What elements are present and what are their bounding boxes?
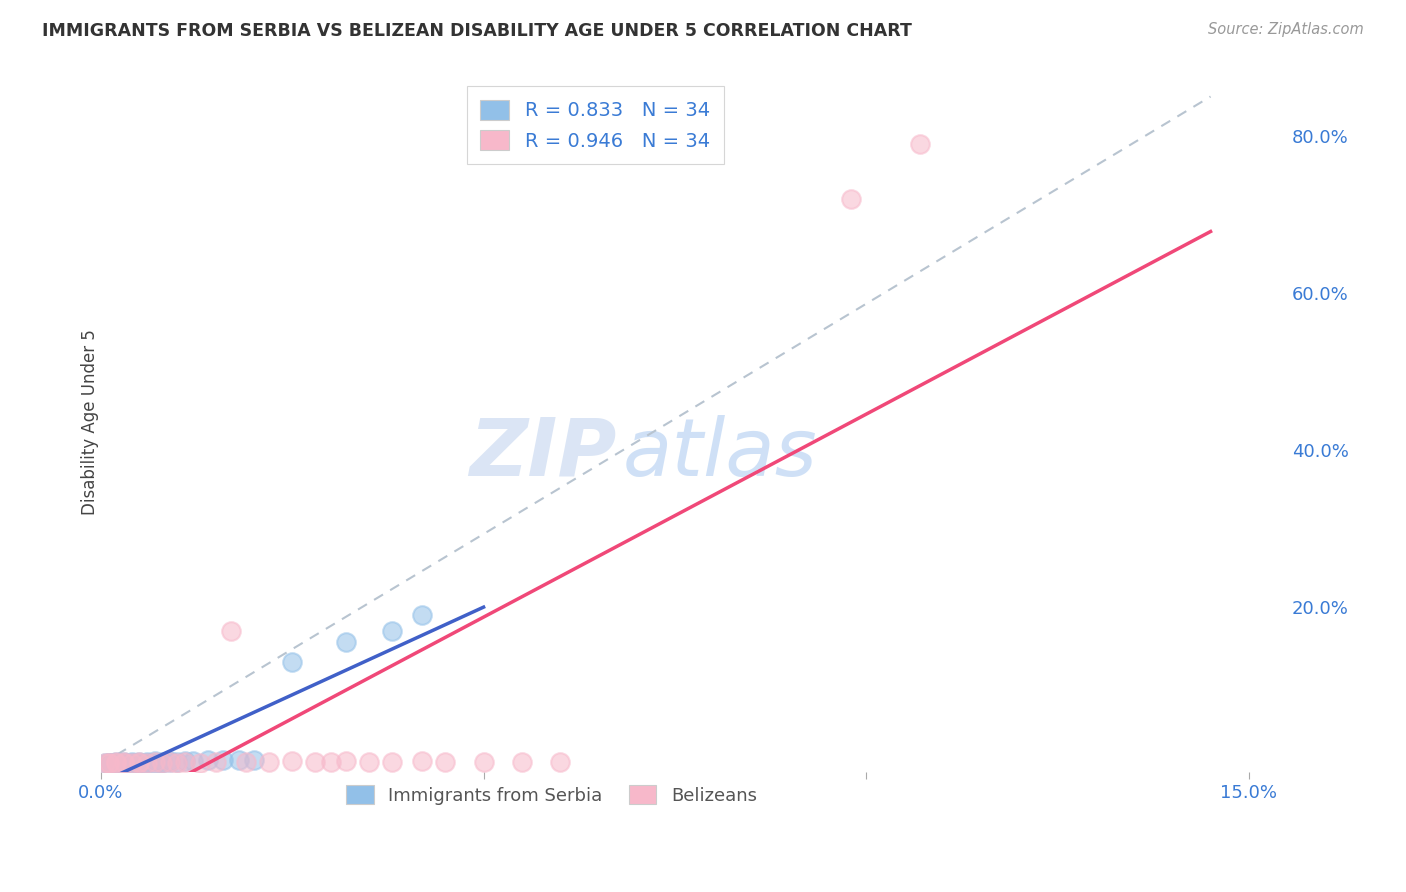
Point <box>357 755 380 769</box>
Point <box>128 755 150 769</box>
Point <box>121 756 143 770</box>
Point <box>112 756 135 770</box>
Point <box>228 752 250 766</box>
Point <box>472 755 495 769</box>
Point <box>235 755 257 769</box>
Point <box>166 756 188 770</box>
Text: ZIP: ZIP <box>470 415 617 493</box>
Point <box>319 755 342 769</box>
Legend: Immigrants from Serbia, Belizeans: Immigrants from Serbia, Belizeans <box>336 774 768 815</box>
Point <box>128 755 150 769</box>
Point <box>143 754 166 768</box>
Point <box>94 756 117 771</box>
Point <box>908 136 931 151</box>
Point <box>128 756 150 771</box>
Point <box>97 756 120 771</box>
Point <box>101 756 124 771</box>
Point <box>105 755 128 769</box>
Point <box>281 655 304 669</box>
Point <box>197 753 219 767</box>
Point <box>159 755 181 769</box>
Point <box>150 756 173 770</box>
Point <box>181 754 204 768</box>
Point <box>411 754 433 768</box>
Point <box>212 753 235 767</box>
Y-axis label: Disability Age Under 5: Disability Age Under 5 <box>82 329 98 516</box>
Point <box>219 624 242 638</box>
Point <box>304 755 326 769</box>
Point <box>105 756 128 771</box>
Point <box>128 756 150 771</box>
Point <box>105 756 128 770</box>
Point <box>159 755 181 769</box>
Point <box>150 756 173 770</box>
Point <box>143 756 166 770</box>
Point <box>112 755 135 769</box>
Text: atlas: atlas <box>623 415 818 493</box>
Point <box>97 756 120 770</box>
Point <box>150 755 173 769</box>
Point <box>839 192 862 206</box>
Text: IMMIGRANTS FROM SERBIA VS BELIZEAN DISABILITY AGE UNDER 5 CORRELATION CHART: IMMIGRANTS FROM SERBIA VS BELIZEAN DISAB… <box>42 22 912 40</box>
Point <box>335 754 357 768</box>
Point <box>281 754 304 768</box>
Point <box>190 756 212 770</box>
Point <box>159 754 181 768</box>
Point <box>381 624 404 638</box>
Point <box>335 635 357 649</box>
Point <box>259 755 281 769</box>
Point <box>94 756 117 771</box>
Point <box>135 756 157 770</box>
Point <box>135 755 157 769</box>
Point <box>112 756 135 771</box>
Point <box>105 756 128 770</box>
Point <box>128 756 150 770</box>
Point <box>243 753 266 767</box>
Point <box>105 755 128 769</box>
Point <box>97 756 120 771</box>
Point <box>135 756 157 770</box>
Point <box>166 755 188 769</box>
Point <box>381 755 404 769</box>
Point <box>174 754 197 768</box>
Text: Source: ZipAtlas.com: Source: ZipAtlas.com <box>1208 22 1364 37</box>
Point <box>434 755 457 769</box>
Point <box>112 756 135 771</box>
Point <box>411 607 433 622</box>
Point <box>97 756 120 770</box>
Point <box>121 756 143 770</box>
Point <box>112 755 135 769</box>
Point <box>174 755 197 769</box>
Point <box>548 755 571 769</box>
Point <box>143 755 166 769</box>
Point <box>510 755 533 769</box>
Point <box>204 755 226 769</box>
Point <box>121 755 143 769</box>
